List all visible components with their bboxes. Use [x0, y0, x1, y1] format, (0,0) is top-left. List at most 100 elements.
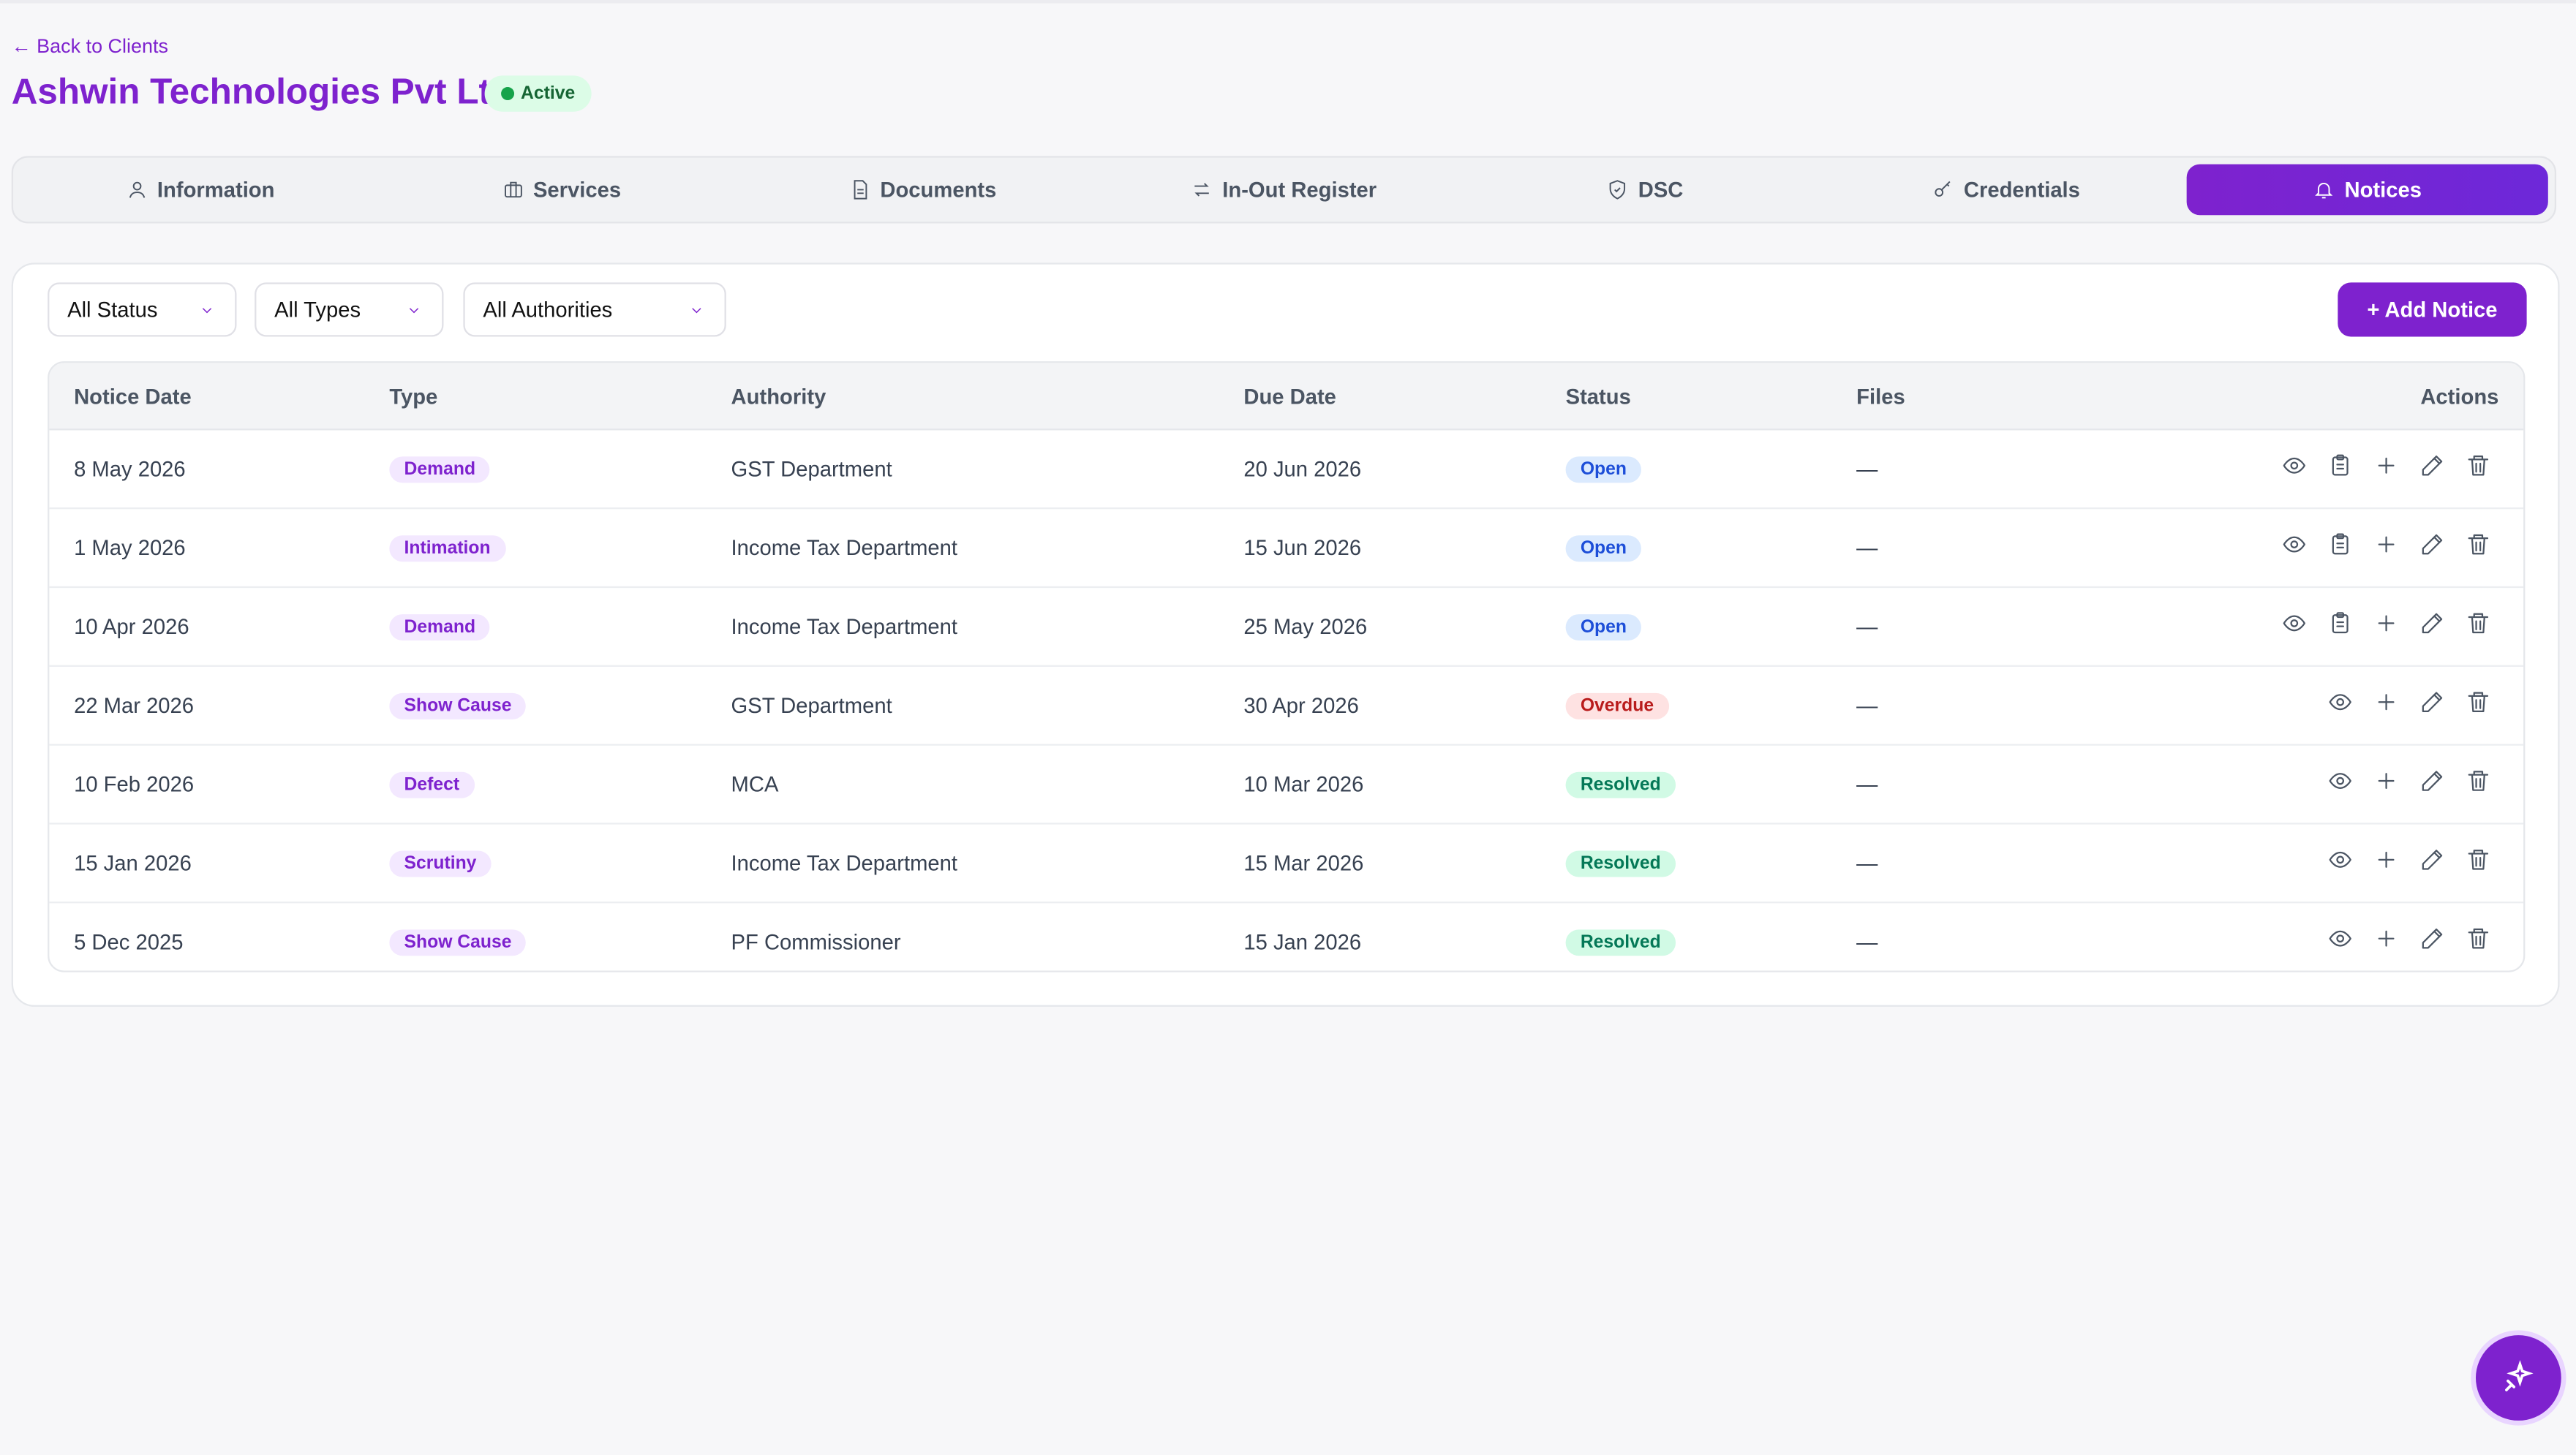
action-eye[interactable]: [2282, 610, 2307, 643]
action-trash[interactable]: [2466, 532, 2491, 564]
row-actions: [2282, 430, 2490, 507]
action-edit[interactable]: [2420, 610, 2445, 643]
table-cell: Intimation: [389, 509, 505, 586]
action-plus[interactable]: [2374, 847, 2399, 880]
action-plus[interactable]: [2374, 453, 2399, 485]
table-row: 10 Apr 2026 Demand Income Tax Department 25…: [49, 588, 2524, 667]
table-cell: Scrutiny: [389, 825, 492, 902]
table-cell: Show Cause: [389, 903, 527, 970]
tabs: Information Services Documents In-Out Regis…: [11, 156, 2557, 224]
action-plus[interactable]: [2374, 532, 2399, 564]
row-actions: [2282, 588, 2490, 665]
tab[interactable]: Notices: [2187, 164, 2548, 216]
assistant-button[interactable]: [2475, 1335, 2561, 1421]
table-cell: 30 Apr 2026: [1243, 692, 1359, 718]
tab[interactable]: In-Out Register: [1103, 165, 1464, 216]
tab-label: In-Out Register: [1222, 177, 1377, 203]
tab-label: Credentials: [1963, 177, 2080, 203]
action-plus[interactable]: [2374, 768, 2399, 801]
action-edit[interactable]: [2420, 847, 2445, 880]
action-eye[interactable]: [2328, 768, 2353, 801]
tab-label: Services: [532, 177, 622, 203]
action-clip[interactable]: [2328, 453, 2353, 485]
action-edit[interactable]: [2420, 532, 2445, 564]
type-pill: Demand: [389, 613, 491, 640]
action-trash[interactable]: [2466, 768, 2491, 801]
table-cell: Income Tax Department: [731, 850, 958, 876]
status-pill: Resolved: [1565, 850, 1676, 877]
action-edit[interactable]: [2420, 453, 2445, 485]
action-plus[interactable]: [2374, 689, 2399, 722]
status-pill: Resolved: [1565, 771, 1676, 798]
table-cell: PF Commissioner: [731, 929, 901, 955]
action-edit[interactable]: [2420, 768, 2445, 801]
status-badge: Active: [484, 75, 592, 112]
table-cell: —: [1856, 771, 1878, 797]
column-header: Status: [1565, 383, 1631, 409]
add-notice-button[interactable]: + Add Notice: [2338, 282, 2527, 337]
tab-label: Information: [157, 177, 275, 203]
action-plus[interactable]: [2374, 610, 2399, 643]
table-row: 8 May 2026 Demand GST Department 20 Jun 202…: [49, 430, 2524, 510]
action-trash[interactable]: [2466, 689, 2491, 722]
table-cell: —: [1856, 850, 1878, 876]
type-pill: Demand: [389, 456, 491, 483]
column-header: Actions: [2420, 383, 2499, 409]
tab[interactable]: DSC: [1464, 165, 1826, 216]
table-row: 10 Feb 2026 Defect MCA 10 Mar 2026 Resolved —: [49, 746, 2524, 825]
table-cell: 8 May 2026: [74, 456, 186, 482]
status-pill: Open: [1565, 534, 1642, 562]
top-bar: [0, 0, 2576, 4]
filter-select[interactable]: All Status: [48, 282, 237, 337]
filter-select[interactable]: All Authorities: [463, 282, 726, 337]
table-cell: 1 May 2026: [74, 535, 186, 560]
table-cell: Open: [1565, 588, 1642, 665]
column-header: Notice Date: [74, 383, 192, 409]
action-trash[interactable]: [2466, 610, 2491, 643]
table-cell: 15 Jun 2026: [1243, 535, 1362, 560]
action-clip[interactable]: [2328, 610, 2353, 643]
table-cell: 15 Jan 2026: [74, 850, 192, 876]
column-header: Type: [389, 383, 438, 409]
tab[interactable]: Information: [20, 165, 381, 216]
action-edit[interactable]: [2420, 926, 2445, 959]
tab-label: Notices: [2344, 177, 2422, 203]
action-trash[interactable]: [2466, 847, 2491, 880]
type-pill: Show Cause: [389, 692, 527, 719]
client-title: Ashwin Technologies Pvt Ltd: [11, 70, 513, 112]
action-eye[interactable]: [2328, 847, 2353, 880]
table-cell: 15 Mar 2026: [1243, 850, 1364, 876]
tab[interactable]: Documents: [742, 165, 1104, 216]
type-pill: Intimation: [389, 534, 505, 562]
status-pill: Overdue: [1565, 692, 1669, 719]
filter-select[interactable]: All Types: [255, 282, 444, 337]
action-eye[interactable]: [2328, 689, 2353, 722]
back-link[interactable]: ← Back to Clients: [11, 34, 168, 58]
table-cell: Resolved: [1565, 825, 1676, 902]
action-plus[interactable]: [2374, 926, 2399, 959]
table-cell: 15 Jan 2026: [1243, 929, 1362, 955]
action-trash[interactable]: [2466, 453, 2491, 485]
table-cell: Open: [1565, 509, 1642, 586]
action-edit[interactable]: [2420, 689, 2445, 722]
tab[interactable]: Credentials: [1826, 165, 2187, 216]
table-cell: 22 Mar 2026: [74, 692, 195, 718]
status-pill: Open: [1565, 456, 1642, 483]
row-actions: [2328, 825, 2490, 902]
action-trash[interactable]: [2466, 926, 2491, 959]
tab[interactable]: Services: [381, 165, 742, 216]
notices-table: Notice Date Type Authority Due Date Status Fi…: [48, 361, 2526, 972]
table-cell: —: [1856, 929, 1878, 955]
table-cell: Resolved: [1565, 903, 1676, 970]
type-pill: Defect: [389, 771, 475, 798]
table-cell: Show Cause: [389, 667, 527, 744]
column-header: Due Date: [1243, 383, 1336, 409]
action-eye[interactable]: [2282, 532, 2307, 564]
row-actions: [2328, 667, 2490, 744]
table-cell: 10 Apr 2026: [74, 614, 189, 639]
type-pill: Show Cause: [389, 929, 527, 956]
action-eye[interactable]: [2328, 926, 2353, 959]
row-actions: [2282, 509, 2490, 586]
action-clip[interactable]: [2328, 532, 2353, 564]
action-eye[interactable]: [2282, 453, 2307, 485]
